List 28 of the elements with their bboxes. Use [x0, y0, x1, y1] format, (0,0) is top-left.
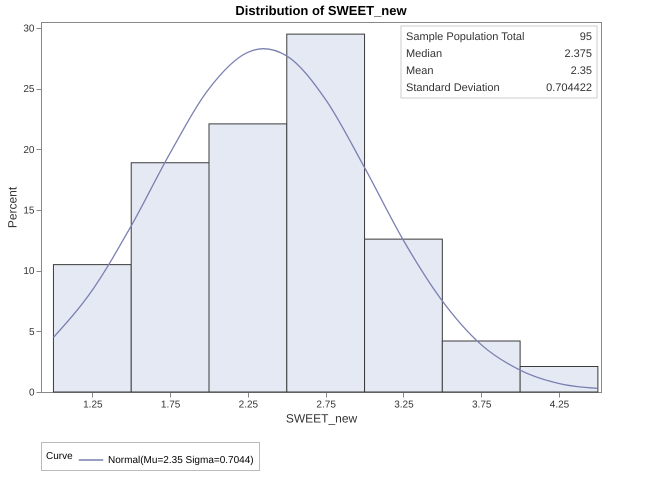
x-tick-label: 1.25 — [83, 400, 103, 410]
annotation: Median — [406, 48, 442, 60]
x-tick-label: 2.75 — [316, 400, 336, 410]
y-tick-label: 30 — [23, 24, 35, 35]
y-tick-label: 0 — [28, 388, 35, 398]
x-tick-label: 2.25 — [238, 400, 259, 410]
annotation: 95 — [580, 31, 592, 43]
annotation: Mean — [406, 65, 434, 77]
x-tick-label: 4.25 — [550, 400, 570, 410]
x-tick-label: 1.75 — [160, 400, 181, 410]
x-axis-title: SWEET_new — [286, 412, 358, 426]
line-series — [52, 48, 599, 390]
x-tick-label: 3.75 — [472, 400, 492, 410]
annotation: 2.35 — [570, 65, 592, 77]
y-tick-label: 20 — [23, 144, 35, 156]
legend-label: Normal(Mu=2.35 Sigma=0.7044) — [108, 455, 254, 466]
x-tick-label: 3.25 — [394, 400, 414, 410]
legend-title: Curve — [46, 451, 74, 462]
y-tick-label: 15 — [23, 206, 35, 217]
annotation: 0.704422 — [546, 82, 592, 94]
annotation: Sample Population Total — [406, 31, 524, 43]
y-tick-label: 5 — [28, 326, 35, 338]
chart-title: Distribution of SWEET_new — [235, 3, 408, 18]
y-tick-label: 10 — [23, 266, 35, 278]
annotation: Standard Deviation — [406, 82, 500, 94]
annotation: 2.375 — [564, 48, 592, 60]
y-axis-title: Percent — [5, 186, 20, 228]
y-tick-label: 25 — [23, 84, 35, 96]
